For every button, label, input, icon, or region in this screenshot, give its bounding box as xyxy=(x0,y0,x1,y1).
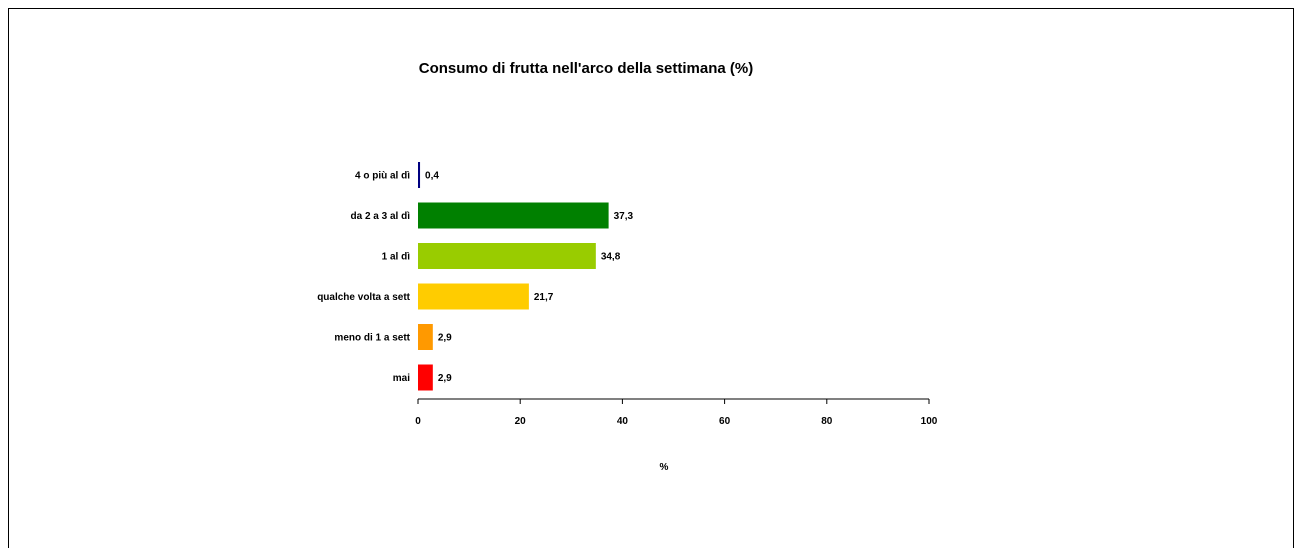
x-tick-label: 100 xyxy=(921,416,938,427)
data-label: 37,3 xyxy=(614,211,634,222)
bar xyxy=(418,243,596,269)
bar xyxy=(418,162,421,188)
data-label: 2,9 xyxy=(438,373,452,384)
category-label: da 2 a 3 al dì xyxy=(351,211,411,222)
category-label: qualche volta a sett xyxy=(317,292,410,303)
data-label: 0,4 xyxy=(425,171,439,182)
bar xyxy=(418,364,433,391)
x-tick-label: 0 xyxy=(415,416,421,427)
x-tick-label: 40 xyxy=(617,416,629,427)
bar xyxy=(418,283,529,310)
x-tick-label: 20 xyxy=(515,416,527,427)
category-label: meno di 1 a sett xyxy=(334,333,410,344)
bar xyxy=(418,324,433,350)
x-axis: 0 20 40 60 80 100 xyxy=(415,398,938,427)
chart-title: Consumo di frutta nell'arco della settim… xyxy=(419,60,753,77)
category-label: mai xyxy=(393,373,410,384)
x-axis-title: % xyxy=(660,462,669,473)
data-label: 21,7 xyxy=(534,292,554,303)
data-label: 2,9 xyxy=(438,333,452,344)
x-tick-label: 80 xyxy=(821,416,833,427)
chart-frame xyxy=(8,8,1294,548)
category-label: 4 o più al dì xyxy=(355,171,410,182)
data-label: 34,8 xyxy=(601,252,621,263)
category-label: 1 al dì xyxy=(382,252,411,263)
bars-group: 4 o più al dì 0,4 da 2 a 3 al dì 37,3 1 al d… xyxy=(317,162,634,391)
bar xyxy=(418,202,609,229)
x-tick-label: 60 xyxy=(719,416,731,427)
